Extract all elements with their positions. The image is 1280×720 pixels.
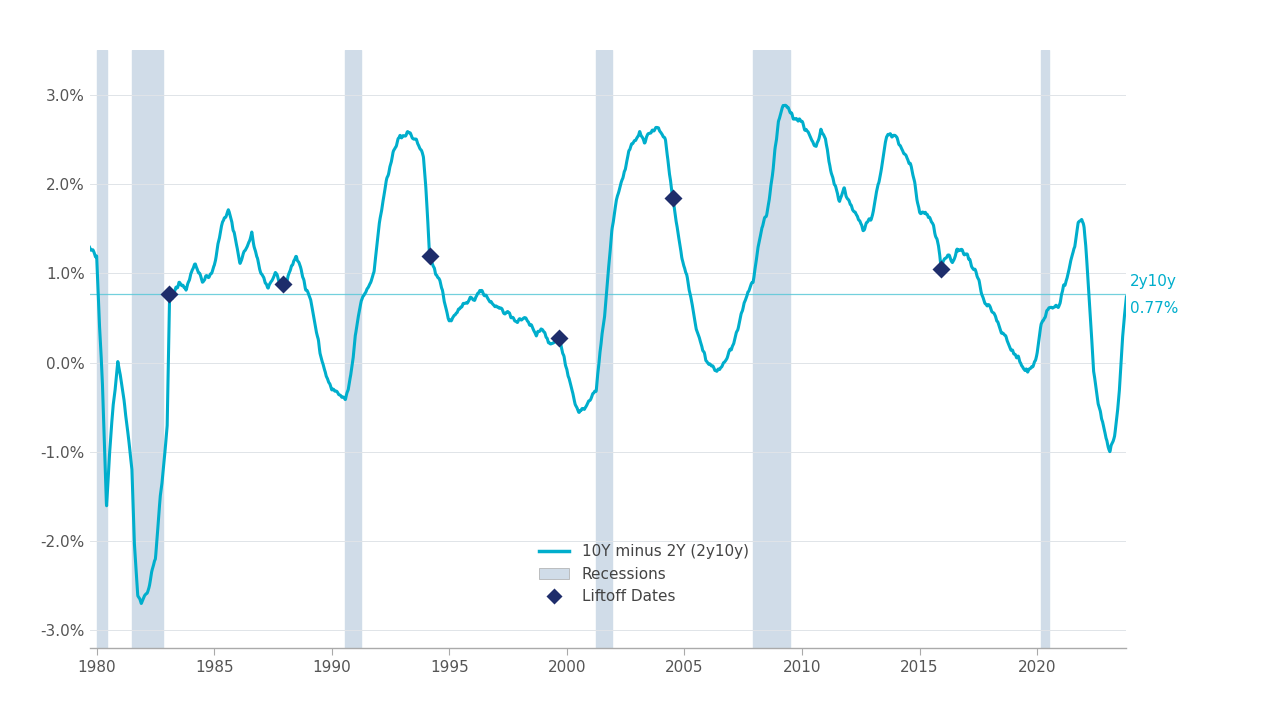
Bar [346,50,361,648]
Bar [132,50,163,648]
Bar [596,50,612,648]
Text: 0.77%: 0.77% [1130,301,1179,316]
Text: 2y10y: 2y10y [1130,274,1176,289]
Bar [753,50,790,648]
Bar [97,50,106,648]
Legend: 10Y minus 2Y (2y10y), Recessions, Liftoff Dates: 10Y minus 2Y (2y10y), Recessions, Liftof… [532,538,755,611]
Bar [1041,50,1048,648]
